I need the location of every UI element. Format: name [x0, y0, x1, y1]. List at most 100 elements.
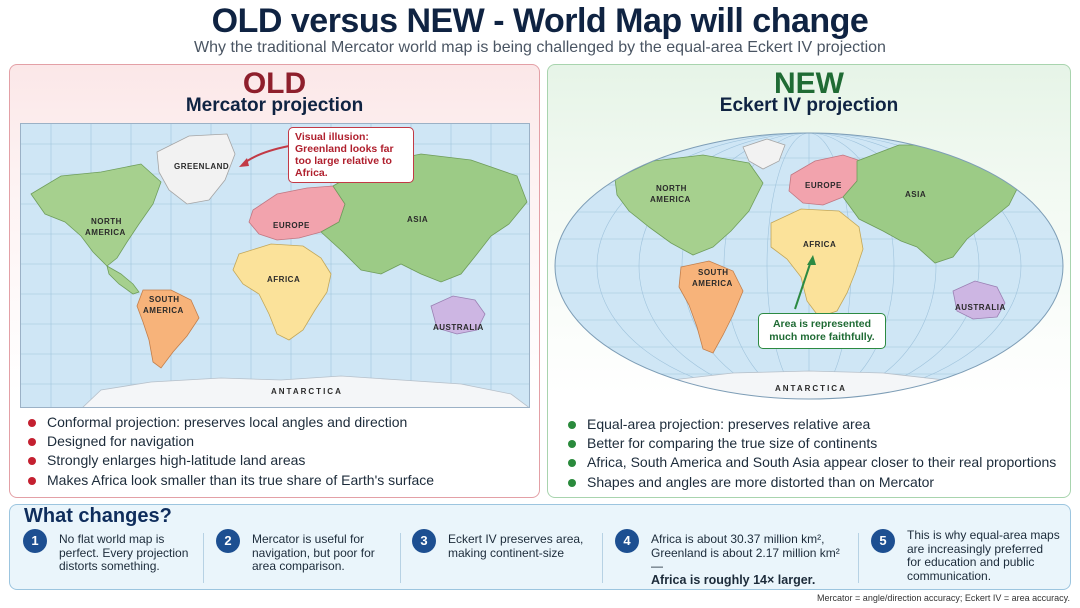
label-north-america-1: NORTH: [91, 217, 122, 226]
label-antarctica: ANTARCTICA: [775, 384, 847, 393]
label-greenland: GREENLAND: [174, 162, 229, 171]
step-line: making continent-size: [448, 545, 565, 560]
old-tag: OLD: [242, 67, 307, 100]
step-line: for education and public: [907, 555, 1035, 569]
step-number: 3: [412, 529, 436, 553]
page-subtitle: Why the traditional Mercator world map i…: [194, 39, 886, 56]
step-3: 3 Eckert IV preserves area, making conti…: [412, 529, 602, 585]
label-europe: EUROPE: [805, 181, 842, 190]
label-australia: AUSTRALIA: [955, 303, 1006, 312]
step-line: This is why equal-area maps: [907, 528, 1060, 542]
bullet-text: Better for comparing the true size of co…: [587, 435, 878, 452]
step-line: area comparison.: [252, 559, 345, 573]
label-north-america-2: AMERICA: [85, 228, 126, 237]
label-south-america-1: SOUTH: [149, 295, 180, 304]
bullet-text: Conformal projection: preserves local an…: [47, 414, 408, 430]
new-tag: NEW: [774, 67, 844, 100]
bullet-icon: [28, 457, 36, 466]
step-line: Greenland is about 2.17 million km² —: [651, 545, 840, 573]
eckert-south-america: [678, 260, 744, 354]
label-south-america-2: AMERICA: [692, 279, 733, 288]
label-north-america-1: NORTH: [656, 184, 687, 193]
mercator-map: GREENLAND NORTH AMERICA EUROPE ASIA AFRI…: [20, 123, 530, 408]
label-south-america-2: AMERICA: [143, 306, 184, 315]
mercator-greenland: [156, 133, 236, 205]
bullet-icon: [28, 438, 36, 447]
new-projection-name: Eckert IV projection: [719, 95, 899, 116]
step-text: Africa is about 30.37 million km², Green…: [651, 532, 855, 587]
label-south-america-1: SOUTH: [698, 268, 729, 277]
list-item: Conformal projection: preserves local an…: [24, 413, 434, 432]
eckert-map: NORTH AMERICA EUROPE ASIA AFRICA SOUTH A…: [553, 131, 1065, 401]
mercator-central-america: [106, 265, 140, 295]
eckert-north-america: [614, 154, 764, 256]
new-callout: Area is represented much more faithfully…: [758, 313, 886, 349]
eckert-map-svg: NORTH AMERICA EUROPE ASIA AFRICA SOUTH A…: [554, 132, 1064, 400]
label-africa: AFRICA: [267, 275, 300, 284]
step-number: 1: [23, 529, 47, 553]
bullet-icon: [28, 419, 36, 427]
step-text: This is why equal-area maps are increasi…: [907, 528, 1060, 583]
list-item: Makes Africa look smaller than its true …: [24, 471, 434, 490]
step-4: 4 Africa is about 30.37 million km², Gre…: [615, 529, 855, 587]
step-line: Mercator is useful for: [252, 532, 365, 546]
mercator-callout-arrowhead: [239, 158, 249, 167]
bullet-icon: [568, 478, 576, 487]
eckert-africa: [770, 208, 864, 318]
bullet-text: Strongly enlarges high-latitude land are…: [47, 452, 306, 469]
step-line: communication.: [907, 568, 992, 583]
bullet-icon: [568, 459, 576, 468]
step-number: 2: [216, 529, 240, 553]
step-text: No flat world map is perfect. Every proj…: [59, 532, 188, 574]
footnote: Mercator = angle/direction accuracy; Eck…: [817, 593, 1070, 603]
label-asia: ASIA: [905, 190, 926, 199]
list-item: Equal-area projection: preserves relativ…: [564, 415, 1056, 434]
step-line: are increasingly preferred: [907, 541, 1044, 556]
mercator-australia: [430, 295, 486, 335]
eckert-australia: [952, 280, 1006, 320]
page-title: OLD versus NEW - World Map will change: [211, 2, 869, 40]
step-highlight: Africa is roughly 14× larger.: [651, 572, 816, 587]
step-line: navigation, but poor for: [252, 545, 375, 560]
step-line: distorts something.: [59, 559, 160, 573]
eckert-callout-arrow: [794, 260, 812, 310]
list-item: Designed for navigation: [24, 432, 434, 451]
step-line: No flat world map is: [59, 532, 165, 546]
list-item: Strongly enlarges high-latitude land are…: [24, 451, 434, 470]
old-projection-name: Mercator projection: [185, 95, 364, 116]
step-text: Eckert IV preserves area, making contine…: [448, 532, 584, 560]
step-divider: [203, 533, 204, 583]
new-panel: NEW Eckert IV projection: [547, 64, 1071, 498]
label-australia: AUSTRALIA: [433, 323, 484, 332]
step-line: Eckert IV preserves area,: [448, 532, 584, 546]
mercator-antarctica: [82, 375, 529, 407]
step-number: 5: [871, 529, 895, 553]
bullet-icon: [28, 476, 36, 485]
step-divider: [400, 533, 401, 583]
eckert-callout-arrowhead: [807, 255, 816, 265]
list-item: Africa, South America and South Asia app…: [564, 453, 1056, 472]
eckert-greenland: [742, 138, 786, 170]
new-bullet-list: Equal-area projection: preserves relativ…: [564, 415, 1056, 492]
step-5: 5 This is why equal-area maps are increa…: [871, 528, 1066, 585]
mercator-map-svg: GREENLAND NORTH AMERICA EUROPE ASIA AFRI…: [21, 124, 529, 407]
old-panel: OLD Mercator projection: [9, 64, 540, 498]
step-divider: [602, 533, 603, 583]
step-number: 4: [615, 529, 639, 553]
step-line: Africa is about 30.37 million km²,: [651, 532, 825, 546]
old-bullet-list: Conformal projection: preserves local an…: [24, 413, 434, 490]
label-asia: ASIA: [407, 215, 428, 224]
bullet-text: Makes Africa look smaller than its true …: [47, 471, 435, 488]
bullet-text: Shapes and angles are more distorted tha…: [587, 473, 935, 490]
step-2: 2 Mercator is useful for navigation, but…: [216, 529, 396, 585]
label-north-america-2: AMERICA: [650, 195, 691, 204]
list-item: Better for comparing the true size of co…: [564, 434, 1056, 453]
bullet-icon: [568, 421, 576, 429]
list-item: Shapes and angles are more distorted tha…: [564, 473, 1056, 492]
step-divider: [858, 533, 859, 583]
bullet-text: Equal-area projection: preserves relativ…: [587, 416, 871, 432]
mercator-north-america: [30, 163, 162, 267]
what-changes-title: What changes?: [24, 505, 172, 527]
bullet-text: Designed for navigation: [47, 433, 195, 450]
label-africa: AFRICA: [803, 240, 836, 249]
